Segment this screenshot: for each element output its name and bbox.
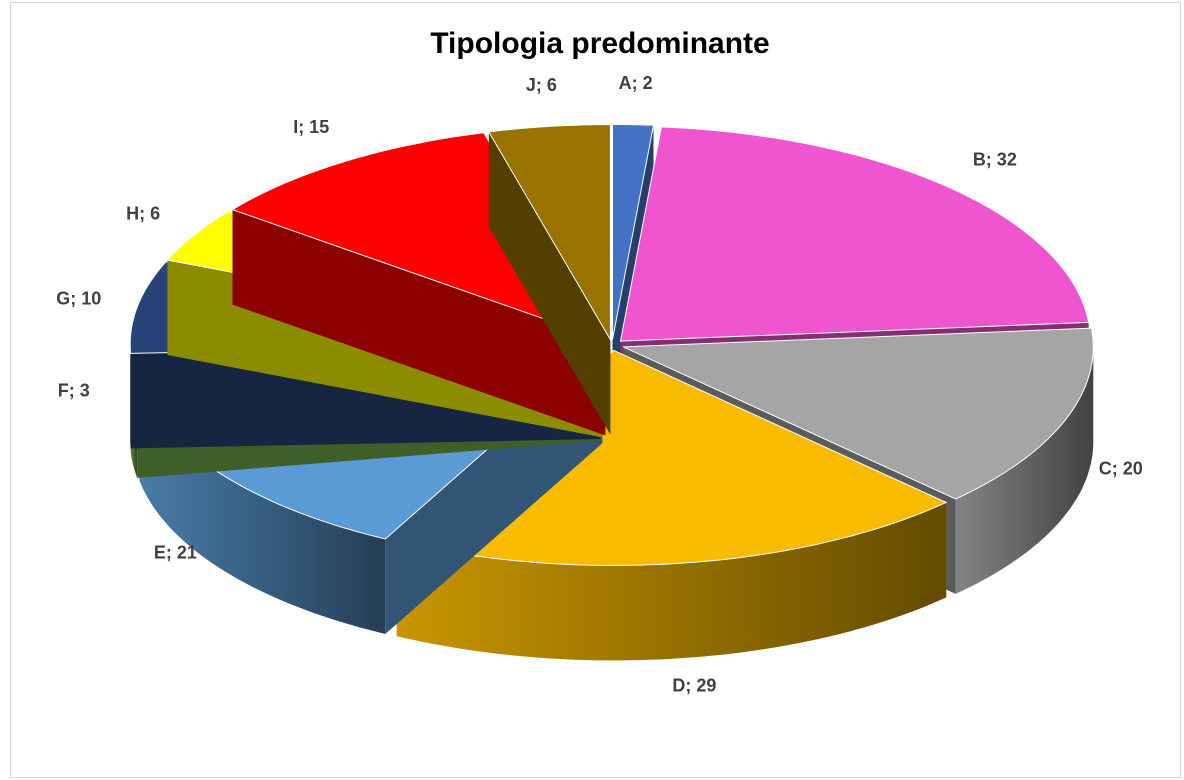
slice-side bbox=[396, 502, 947, 661]
data-label: E; 21 bbox=[154, 542, 197, 562]
data-label: J; 6 bbox=[526, 75, 557, 95]
data-label: H; 6 bbox=[126, 203, 160, 223]
data-label: G; 10 bbox=[56, 288, 101, 308]
slice-top bbox=[623, 327, 1094, 500]
data-label: A; 2 bbox=[619, 73, 653, 93]
slice-wall bbox=[488, 131, 611, 435]
slice-side bbox=[139, 385, 386, 634]
slice: J bbox=[487, 124, 611, 435]
slice-top bbox=[619, 126, 1090, 342]
data-label: B; 32 bbox=[973, 149, 1017, 169]
data-label: I; 15 bbox=[293, 117, 329, 137]
data-label: C; 20 bbox=[1099, 459, 1143, 479]
slice-top bbox=[612, 124, 655, 340]
slice-side bbox=[955, 346, 1094, 594]
data-label: F; 3 bbox=[58, 380, 90, 400]
data-label: D; 29 bbox=[672, 676, 716, 696]
slice-top bbox=[487, 124, 611, 342]
chart-title: Tipologia predominante bbox=[430, 27, 769, 60]
slice-wall bbox=[232, 209, 606, 436]
slice-top bbox=[395, 349, 948, 566]
